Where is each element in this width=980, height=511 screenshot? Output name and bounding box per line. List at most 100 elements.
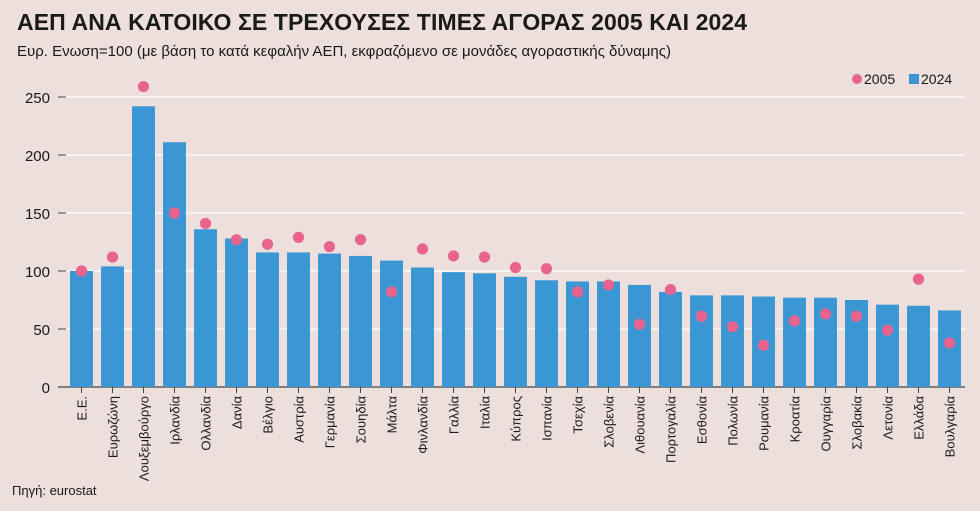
- dot-point: [416, 243, 429, 255]
- dot-point: [633, 318, 646, 330]
- x-tick-label: Εσθονία: [695, 396, 710, 445]
- dot-point: [354, 234, 367, 246]
- chart-subtitle: Ευρ. Ενωση=100 (με βάση το κατά κεφαλήν …: [17, 43, 671, 60]
- y-tick-label: 200: [25, 148, 50, 165]
- dot-point: [788, 315, 801, 327]
- bar: [318, 253, 341, 387]
- bar: [659, 291, 682, 387]
- x-tick-label: Ρουμανία: [757, 396, 772, 451]
- x-tick-label: Γερμανία: [323, 396, 338, 449]
- chart-title: ΑΕΠ ΑΝΑ ΚΑΤΟΙΚΟ ΣΕ ΤΡΕΧΟΥΣΕΣ ΤΙΜΕΣ ΑΓΟΡΑ…: [17, 9, 748, 35]
- bar: [442, 272, 465, 387]
- x-tick-label: Πολωνία: [726, 396, 741, 446]
- x-tick-label: Πορτογαλία: [664, 396, 679, 463]
- bar: [721, 295, 744, 387]
- bar: [566, 281, 589, 387]
- dot-point: [199, 217, 212, 230]
- x-tick-label: Βέλγιο: [261, 396, 276, 434]
- x-tick-label: Γαλλία: [447, 396, 462, 435]
- x-tick-label: Λετονία: [881, 396, 896, 440]
- dot-point: [323, 241, 336, 253]
- x-tick-label: Κροατία: [788, 396, 803, 443]
- x-tick-label: Ελλάδα: [912, 396, 927, 440]
- bar: [411, 267, 434, 387]
- x-tick-label: Ισπανία: [540, 396, 555, 441]
- bar: [256, 252, 279, 387]
- dot-point: [571, 286, 584, 298]
- bar: [504, 276, 527, 387]
- bar: [287, 252, 310, 387]
- dot-point: [726, 321, 739, 333]
- bar: [845, 300, 868, 387]
- dot-point: [695, 310, 708, 322]
- bar: [597, 281, 620, 387]
- x-tick-label: Ουγγαρία: [819, 396, 834, 452]
- x-axis: Ε.Ε. Ευρωζώνη Λουξεμβούργο Ιρλανδία Ολλανδία…: [75, 387, 958, 481]
- dots-2005: [75, 80, 956, 351]
- bar: [535, 280, 558, 387]
- bar: [349, 255, 372, 387]
- dot-point: [881, 324, 894, 336]
- y-tick-label: 100: [25, 264, 50, 281]
- x-tick-label: Κύπρος: [509, 396, 524, 442]
- bars-2024: [70, 106, 961, 387]
- dot-point: [757, 339, 770, 351]
- x-tick-label: Ε.Ε.: [75, 396, 90, 421]
- dot-point: [447, 250, 460, 262]
- y-tick-label: 0: [42, 380, 50, 397]
- source-note: Πηγή: eurostat: [12, 483, 97, 498]
- x-tick-label: Δανία: [230, 396, 245, 430]
- bar: [907, 305, 930, 387]
- dot-point: [478, 251, 491, 263]
- legend: 2005 2024: [852, 71, 952, 87]
- dot-point: [540, 263, 553, 275]
- dot-point: [75, 265, 88, 277]
- x-tick-label: Φινλανδία: [416, 396, 431, 454]
- legend-swatch-2024: [909, 74, 919, 84]
- x-tick-label: Λουξεμβούργο: [137, 396, 152, 481]
- bar: [473, 273, 496, 387]
- bar: [132, 106, 155, 387]
- bar: [163, 142, 186, 387]
- dot-point: [230, 234, 243, 246]
- bar: [814, 297, 837, 387]
- x-tick-label: Λιθουανία: [633, 396, 648, 454]
- x-tick-label: Ιταλία: [478, 396, 493, 429]
- x-tick-label: Βουλγαρία: [943, 396, 958, 458]
- x-tick-label: Σλοβενία: [602, 396, 617, 448]
- bar: [690, 295, 713, 387]
- bar: [101, 266, 124, 387]
- bar: [380, 260, 403, 387]
- y-tick-label: 150: [25, 206, 50, 223]
- dot-point: [819, 308, 832, 320]
- x-tick-label: Αυστρία: [292, 396, 307, 443]
- x-tick-label: Σλοβακία: [850, 396, 865, 450]
- y-tick-label: 250: [25, 90, 50, 107]
- dot-point: [509, 261, 522, 274]
- x-tick-label: Ιρλανδία: [168, 396, 183, 445]
- dot-point: [385, 286, 398, 298]
- bar: [194, 229, 217, 387]
- bar: [783, 297, 806, 387]
- dot-point: [912, 273, 925, 285]
- dot-point: [106, 251, 119, 263]
- dot-point: [602, 279, 615, 291]
- dot-point: [664, 283, 677, 296]
- dot-point: [261, 238, 274, 250]
- x-tick-label: Ευρωζώνη: [106, 396, 121, 458]
- bar: [876, 304, 899, 387]
- bar: [70, 271, 93, 387]
- dot-point: [292, 231, 305, 243]
- bar: [938, 310, 961, 387]
- x-tick-label: Μάλτα: [385, 396, 400, 434]
- legend-label-2005: 2005: [864, 71, 895, 87]
- bar: [628, 284, 651, 387]
- x-tick-label: Σουηδία: [354, 396, 369, 444]
- y-tick-label: 50: [33, 322, 50, 339]
- legend-swatch-2005: [852, 74, 862, 84]
- x-tick-label: Ολλανδία: [199, 396, 214, 451]
- dot-point: [168, 207, 181, 219]
- dot-point: [850, 310, 863, 322]
- legend-label-2024: 2024: [921, 71, 952, 87]
